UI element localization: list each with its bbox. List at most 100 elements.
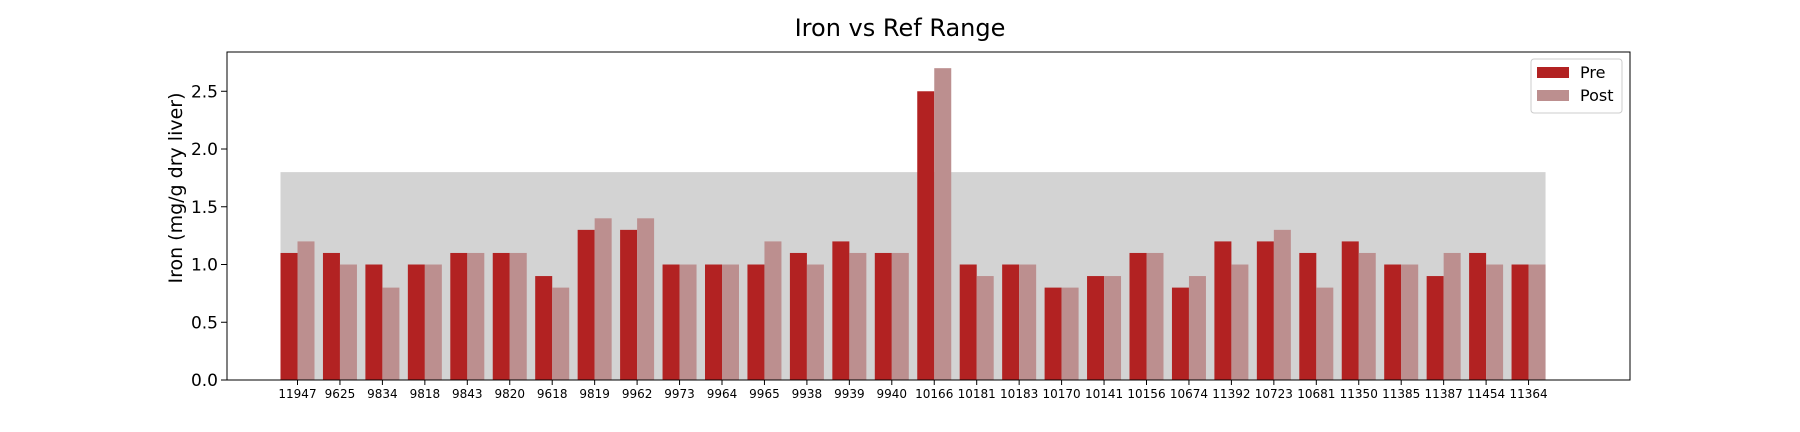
- y-tick-label: 0.0: [191, 371, 218, 391]
- bar-post-10681: [1316, 287, 1334, 380]
- bar-post-10170: [1061, 287, 1079, 380]
- x-tick-label: 9965: [749, 387, 780, 401]
- legend: Pre Post: [1530, 58, 1623, 114]
- bar-post-9939: [849, 252, 867, 380]
- bar-post-9625: [339, 264, 357, 380]
- bar-post-9938: [806, 264, 824, 380]
- x-tick-label: 10156: [1127, 387, 1165, 401]
- bar-post-9820: [509, 252, 527, 380]
- x-tick-label: 11387: [1425, 387, 1463, 401]
- bar-pre-11454: [1469, 252, 1487, 380]
- bar-pre-11392: [1214, 241, 1232, 380]
- x-tick-label: 10181: [958, 387, 996, 401]
- bar-post-11947: [297, 241, 315, 380]
- bar-post-9964: [722, 264, 739, 380]
- x-tick-label: 9939: [834, 387, 865, 401]
- x-tick-label: 10674: [1170, 387, 1208, 401]
- x-tick-label: 9940: [877, 387, 908, 401]
- bar-post-10723: [1273, 229, 1291, 380]
- y-tick-label: 0.5: [191, 313, 218, 333]
- y-axis-label: Iron (mg/g dry liver): [165, 92, 187, 283]
- bar-pre-10183: [1002, 264, 1020, 380]
- bar-pre-11364: [1511, 264, 1529, 380]
- bar-post-11387: [1443, 252, 1461, 380]
- bar-post-11392: [1231, 264, 1249, 380]
- x-tick-label: 9818: [410, 387, 441, 401]
- x-tick-label: 11364: [1509, 387, 1547, 401]
- reference-range-band: [280, 172, 1546, 380]
- bar-pre-9964: [705, 264, 722, 380]
- bar-pre-10674: [1171, 287, 1189, 380]
- bar-post-10183: [1019, 264, 1037, 380]
- bar-pre-9973: [662, 264, 680, 380]
- plot-frame: [226, 51, 1631, 381]
- legend-swatch-pre: [1537, 67, 1569, 78]
- x-tick-label: 9820: [494, 387, 525, 401]
- bar-post-9819: [594, 218, 612, 380]
- bar-pre-9625: [322, 252, 340, 380]
- x-tick-label: 10723: [1255, 387, 1293, 401]
- y-tick-label: 2.0: [191, 140, 218, 160]
- bar-post-9618: [552, 287, 570, 380]
- bar-pre-9938: [789, 252, 807, 380]
- bar-pre-10181: [959, 264, 977, 380]
- bar-post-11350: [1358, 252, 1376, 380]
- x-axis: 11947 9625 9834 9818 9843 9820 9618 9819 9962 997…: [278, 380, 1548, 401]
- bar-pre-11385: [1384, 264, 1402, 380]
- x-tick-label: 9964: [707, 387, 738, 401]
- x-tick-label: 9625: [325, 387, 356, 401]
- x-tick-label: 11947: [278, 387, 316, 401]
- x-tick-label: 11385: [1382, 387, 1420, 401]
- x-tick-label: 10170: [1043, 387, 1081, 401]
- legend-label-post: Post: [1580, 86, 1613, 105]
- y-tick-label: 1.0: [191, 256, 218, 276]
- bar-pre-9818: [407, 264, 425, 380]
- y-axis: 0.0 0.5 1.0 1.5 2.0 2.5: [191, 82, 227, 391]
- x-tick-label: 9834: [367, 387, 398, 401]
- bar-pre-9962: [620, 229, 638, 380]
- bar-pre-9618: [535, 276, 553, 380]
- bar-post-10156: [1146, 252, 1164, 380]
- legend-label-pre: Pre: [1580, 63, 1605, 82]
- y-tick-label: 1.5: [191, 198, 218, 218]
- bar-pre-10156: [1129, 252, 1147, 380]
- y-tick-label: 2.5: [191, 82, 218, 102]
- bar-post-10181: [976, 276, 994, 380]
- bar-pre-9843: [450, 252, 468, 380]
- chart-title: Iron vs Ref Range: [795, 14, 1006, 42]
- x-tick-label: 9618: [537, 387, 568, 401]
- bar-pre-9939: [832, 241, 850, 380]
- bar-pre-11387: [1426, 276, 1444, 380]
- bar-post-11454: [1486, 264, 1504, 380]
- x-tick-label: 11454: [1467, 387, 1505, 401]
- bar-pre-10723: [1256, 241, 1274, 380]
- bar-pre-10141: [1087, 276, 1105, 380]
- bar-post-10141: [1104, 276, 1122, 380]
- bars-layer: [280, 68, 1546, 381]
- bar-post-9965: [764, 241, 782, 380]
- x-tick-label: 11392: [1212, 387, 1250, 401]
- x-tick-label: 9843: [452, 387, 483, 401]
- bar-post-10166: [934, 68, 952, 381]
- bar-post-9818: [424, 264, 442, 380]
- x-tick-label: 9962: [622, 387, 653, 401]
- x-tick-label: 9973: [664, 387, 695, 401]
- x-tick-label: 11350: [1340, 387, 1378, 401]
- x-tick-label: 10681: [1297, 387, 1335, 401]
- bar-pre-9965: [747, 264, 765, 380]
- bar-post-9973: [679, 264, 697, 380]
- bar-pre-9940: [874, 252, 892, 380]
- bar-post-9834: [382, 287, 400, 380]
- x-tick-label: 10166: [915, 387, 953, 401]
- x-tick-label: 10183: [1000, 387, 1038, 401]
- bar-post-11385: [1401, 264, 1419, 380]
- bar-pre-9834: [365, 264, 383, 380]
- reference-range-layer: [280, 172, 1546, 380]
- x-tick-label: 9819: [579, 387, 610, 401]
- x-tick-label: 9938: [792, 387, 823, 401]
- bar-pre-11350: [1341, 241, 1359, 380]
- bar-post-9940: [891, 252, 909, 380]
- bar-pre-9819: [577, 229, 595, 380]
- bar-pre-10170: [1044, 287, 1062, 380]
